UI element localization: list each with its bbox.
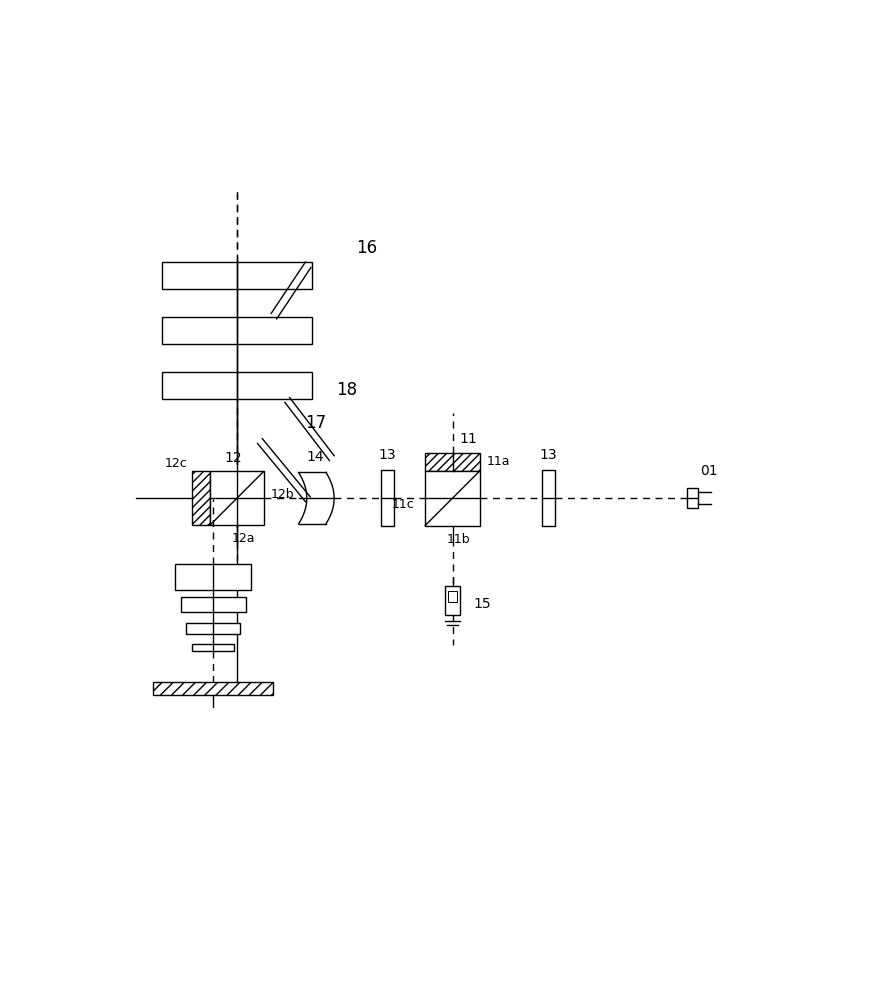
- Text: 01: 01: [700, 464, 718, 478]
- Text: 12c: 12c: [164, 457, 187, 470]
- Bar: [153, 682, 273, 695]
- Text: 17: 17: [306, 414, 326, 432]
- Text: 12a: 12a: [232, 532, 255, 545]
- Bar: [426, 471, 480, 526]
- Bar: [180, 597, 245, 612]
- Bar: [162, 262, 313, 289]
- Bar: [210, 471, 264, 525]
- Bar: [162, 372, 313, 399]
- Bar: [426, 453, 480, 471]
- Text: 11: 11: [459, 432, 477, 446]
- Bar: [176, 564, 251, 590]
- Bar: [687, 488, 698, 508]
- Text: 11b: 11b: [446, 533, 470, 546]
- Text: 13: 13: [540, 448, 557, 462]
- Text: 13: 13: [379, 448, 396, 462]
- Bar: [192, 471, 210, 525]
- Text: 15: 15: [473, 597, 491, 611]
- Bar: [192, 644, 234, 651]
- Text: 16: 16: [357, 239, 378, 257]
- Bar: [449, 591, 457, 602]
- Text: 12: 12: [225, 451, 242, 465]
- Text: 11a: 11a: [487, 455, 510, 468]
- Text: 14: 14: [307, 450, 324, 464]
- Text: 11c: 11c: [392, 498, 415, 512]
- Text: 18: 18: [336, 381, 357, 399]
- Bar: [381, 470, 394, 526]
- Text: 12b: 12b: [270, 488, 294, 501]
- Bar: [542, 470, 555, 526]
- Bar: [186, 623, 239, 634]
- Bar: [445, 586, 460, 615]
- Bar: [162, 317, 313, 344]
